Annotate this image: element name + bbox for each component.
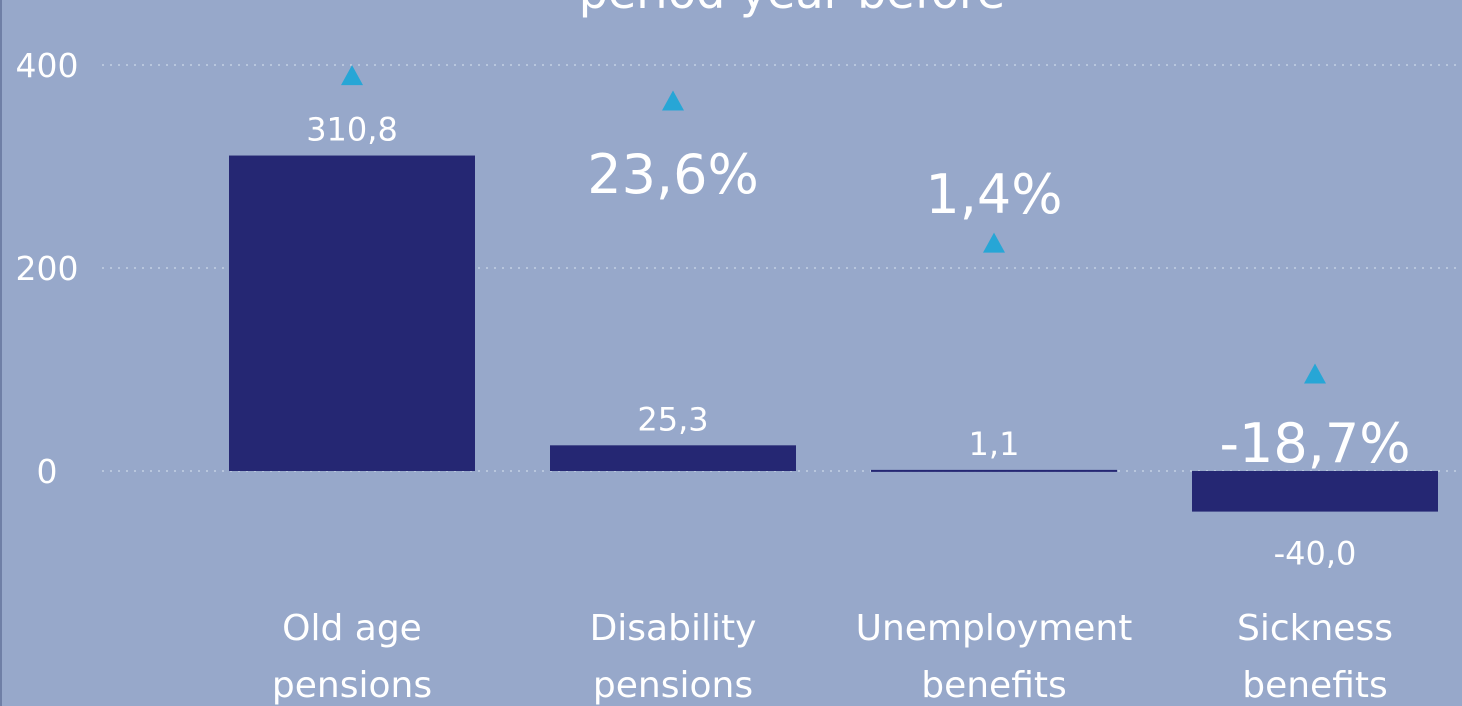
bar (1192, 471, 1438, 512)
x-tick-label: pensions (272, 665, 432, 706)
change-up-marker-icon (1304, 363, 1326, 384)
data-label: 310,8 (306, 111, 398, 149)
x-tick-label: pensions (593, 665, 753, 706)
y-tick-label: 200 (16, 249, 79, 288)
change-percent-label: 23,6% (587, 143, 759, 206)
x-tick-label: Old age (282, 608, 422, 649)
data-label: 25,3 (637, 400, 708, 438)
change-percent-label: -18,7% (1219, 412, 1410, 475)
x-tick-label: Sickness (1237, 608, 1393, 649)
y-tick-label: 0 (37, 452, 58, 491)
x-tick-label: Disability (590, 608, 757, 649)
change-up-marker-icon (341, 65, 363, 86)
change-up-marker-icon (983, 232, 1005, 253)
change-up-marker-icon (662, 90, 684, 111)
bar (229, 155, 475, 471)
change-percent-label: 1,4% (925, 163, 1062, 226)
chart-title: period year before (579, 0, 1005, 19)
x-tick-label: Unemployment (856, 608, 1133, 649)
bar (871, 469, 1117, 472)
bar (550, 445, 796, 471)
data-label: -40,0 (1274, 535, 1357, 573)
data-label: 1,1 (969, 425, 1020, 463)
x-tick-label: benefits (1242, 665, 1388, 706)
y-tick-label: 400 (16, 46, 79, 85)
x-tick-label: benefits (921, 665, 1067, 706)
